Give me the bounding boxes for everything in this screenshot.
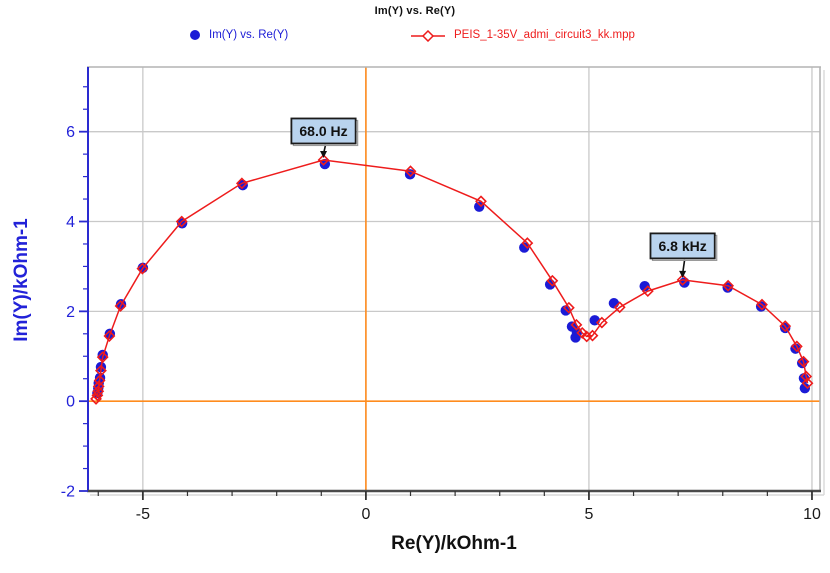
annotation-label: 6.8 kHz (658, 238, 706, 254)
x-axis-title: Re(Y)/kOhm-1 (391, 533, 517, 554)
data-point-diamond (546, 274, 559, 287)
y-tick-label: 4 (66, 214, 75, 231)
data-point-diamond (676, 273, 689, 286)
annotation-arrowhead-icon (679, 270, 687, 278)
series-measured (92, 158, 811, 399)
data-point-circle (608, 298, 620, 309)
data-point-diamond (722, 279, 735, 292)
data-point-diamond (92, 385, 105, 398)
tick-labels: -5 0 5 10 -2 0 2 4 6 (61, 124, 821, 523)
data-point-circle (639, 280, 650, 292)
y-tick-label: 0 (66, 394, 75, 411)
frequency-annotation: 68.0 Hz (290, 117, 359, 158)
y-tick-label: 2 (66, 304, 75, 321)
gridlines (88, 67, 820, 491)
data-point-circle (519, 242, 530, 253)
y-tick-label: 6 (66, 124, 75, 141)
x-tick-label: -5 (136, 506, 150, 523)
data-point-diamond (790, 340, 803, 353)
data-point-diamond (797, 355, 810, 368)
data-point-diamond (235, 177, 248, 190)
data-point-diamond (92, 380, 105, 393)
data-point-circle (799, 382, 811, 394)
data-point-diamond (404, 165, 417, 178)
x-tick-label: 0 (361, 506, 370, 523)
data-point-diamond (586, 329, 599, 342)
data-point-diamond (114, 300, 127, 312)
data-point-diamond (103, 330, 116, 342)
x-tick-label: 10 (803, 506, 821, 523)
annotation-arrowhead-icon (320, 150, 328, 158)
data-point-diamond (756, 298, 768, 311)
frequency-annotation: 6.8 kHz (649, 232, 718, 278)
data-point-diamond (175, 215, 188, 228)
fit-line (95, 159, 809, 400)
legend-item-fit: PEIS_1-35V_admi_circuit3_kk.mpp (411, 27, 635, 43)
y-axis-title: Im(Y)/kOhm-1 (11, 218, 32, 342)
legend-label-fit: PEIS_1-35V_admi_circuit3_kk.mpp (454, 29, 635, 41)
data-point-diamond (779, 320, 792, 333)
chart-title: Im(Y) vs. Re(Y) (374, 5, 456, 17)
zero-crosshair (88, 67, 820, 491)
data-point-circle (474, 201, 485, 212)
line-diamond-marker-icon (411, 29, 445, 43)
series-fit (90, 154, 814, 405)
data-point-diamond (641, 285, 654, 298)
annotation-box[interactable] (649, 232, 716, 260)
data-point-diamond (317, 154, 330, 166)
data-point-diamond (580, 330, 593, 343)
data-point-diamond (801, 377, 814, 390)
data-point-diamond (800, 370, 813, 383)
data-point-diamond (595, 316, 608, 329)
data-point-diamond (93, 374, 106, 387)
data-point-diamond (570, 318, 583, 331)
x-tick-label: 5 (584, 506, 593, 523)
legend-item-measured: Im(Y) vs. Re(Y) (190, 27, 288, 43)
annotation-label: 68.0 Hz (299, 123, 347, 139)
data-point-diamond (475, 195, 487, 208)
data-point-diamond (95, 364, 107, 377)
y-tick-label: -2 (61, 484, 75, 501)
legend-label-measured: Im(Y) vs. Re(Y) (209, 29, 289, 41)
data-point-diamond (521, 237, 534, 249)
axis-ticks (79, 86, 813, 500)
data-point-diamond (613, 301, 626, 314)
plot-frame (87, 66, 825, 496)
data-point-diamond (562, 301, 575, 314)
annotation-box[interactable] (290, 117, 357, 145)
filled-circle-marker-icon (190, 30, 200, 40)
data-point-diamond (136, 262, 149, 275)
data-point-diamond (96, 351, 109, 364)
